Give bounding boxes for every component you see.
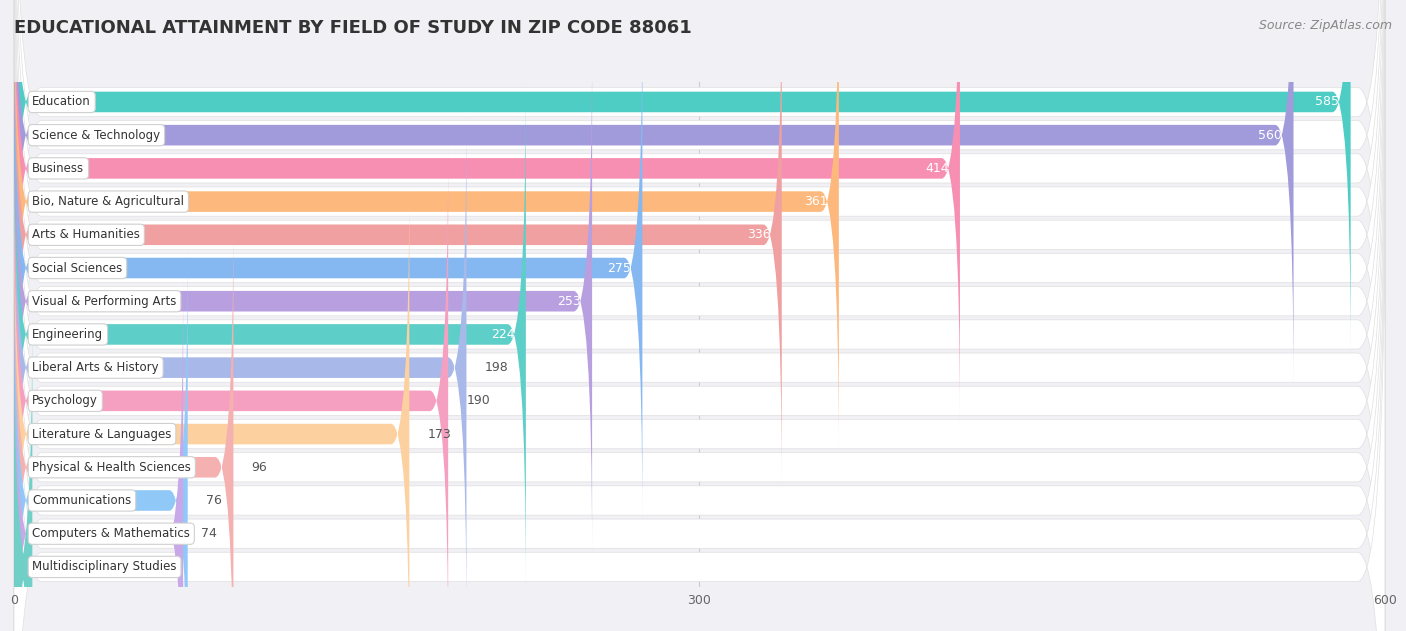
Text: Literature & Languages: Literature & Languages — [32, 428, 172, 440]
Text: 361: 361 — [804, 195, 827, 208]
FancyBboxPatch shape — [14, 0, 1385, 631]
FancyBboxPatch shape — [14, 0, 1385, 631]
FancyBboxPatch shape — [14, 0, 1294, 391]
FancyBboxPatch shape — [14, 278, 183, 631]
FancyBboxPatch shape — [14, 150, 1385, 631]
Text: Visual & Performing Arts: Visual & Performing Arts — [32, 295, 177, 308]
Text: Physical & Health Sciences: Physical & Health Sciences — [32, 461, 191, 474]
FancyBboxPatch shape — [14, 79, 526, 590]
FancyBboxPatch shape — [14, 0, 839, 457]
FancyBboxPatch shape — [14, 0, 1385, 552]
Text: 560: 560 — [1258, 129, 1282, 142]
Text: 253: 253 — [557, 295, 581, 308]
Text: Liberal Arts & History: Liberal Arts & History — [32, 361, 159, 374]
Text: 8: 8 — [51, 560, 59, 574]
FancyBboxPatch shape — [14, 0, 782, 490]
FancyBboxPatch shape — [14, 13, 643, 523]
Text: 414: 414 — [925, 162, 949, 175]
Text: Source: ZipAtlas.com: Source: ZipAtlas.com — [1258, 19, 1392, 32]
FancyBboxPatch shape — [14, 50, 1385, 631]
Text: Multidisciplinary Studies: Multidisciplinary Studies — [32, 560, 177, 574]
Text: Arts & Humanities: Arts & Humanities — [32, 228, 141, 241]
Text: 198: 198 — [485, 361, 509, 374]
Text: 336: 336 — [747, 228, 770, 241]
FancyBboxPatch shape — [14, 0, 1385, 619]
FancyBboxPatch shape — [14, 17, 1385, 631]
FancyBboxPatch shape — [14, 46, 592, 557]
FancyBboxPatch shape — [14, 179, 409, 631]
FancyBboxPatch shape — [14, 83, 1385, 631]
Text: EDUCATIONAL ATTAINMENT BY FIELD OF STUDY IN ZIP CODE 88061: EDUCATIONAL ATTAINMENT BY FIELD OF STUDY… — [14, 19, 692, 37]
FancyBboxPatch shape — [14, 312, 32, 631]
FancyBboxPatch shape — [14, 245, 188, 631]
Text: 96: 96 — [252, 461, 267, 474]
FancyBboxPatch shape — [14, 0, 1385, 586]
FancyBboxPatch shape — [14, 117, 1385, 631]
Text: 190: 190 — [467, 394, 491, 408]
FancyBboxPatch shape — [14, 112, 467, 623]
Text: Engineering: Engineering — [32, 328, 104, 341]
FancyBboxPatch shape — [14, 183, 1385, 631]
Text: Communications: Communications — [32, 494, 132, 507]
Text: Computers & Mathematics: Computers & Mathematics — [32, 527, 190, 540]
Text: Business: Business — [32, 162, 84, 175]
Text: 76: 76 — [207, 494, 222, 507]
FancyBboxPatch shape — [14, 0, 1385, 631]
FancyBboxPatch shape — [14, 0, 1385, 519]
Text: 224: 224 — [491, 328, 515, 341]
Text: Education: Education — [32, 95, 91, 109]
FancyBboxPatch shape — [14, 0, 1385, 486]
Text: 585: 585 — [1315, 95, 1340, 109]
Text: Social Sciences: Social Sciences — [32, 261, 122, 274]
Text: Bio, Nature & Agricultural: Bio, Nature & Agricultural — [32, 195, 184, 208]
FancyBboxPatch shape — [14, 0, 1385, 631]
Text: Psychology: Psychology — [32, 394, 98, 408]
Text: Science & Technology: Science & Technology — [32, 129, 160, 142]
FancyBboxPatch shape — [14, 0, 960, 424]
FancyBboxPatch shape — [14, 146, 449, 631]
Text: 74: 74 — [201, 527, 218, 540]
FancyBboxPatch shape — [14, 0, 1351, 357]
Text: 275: 275 — [607, 261, 631, 274]
Text: 173: 173 — [427, 428, 451, 440]
FancyBboxPatch shape — [14, 212, 233, 631]
